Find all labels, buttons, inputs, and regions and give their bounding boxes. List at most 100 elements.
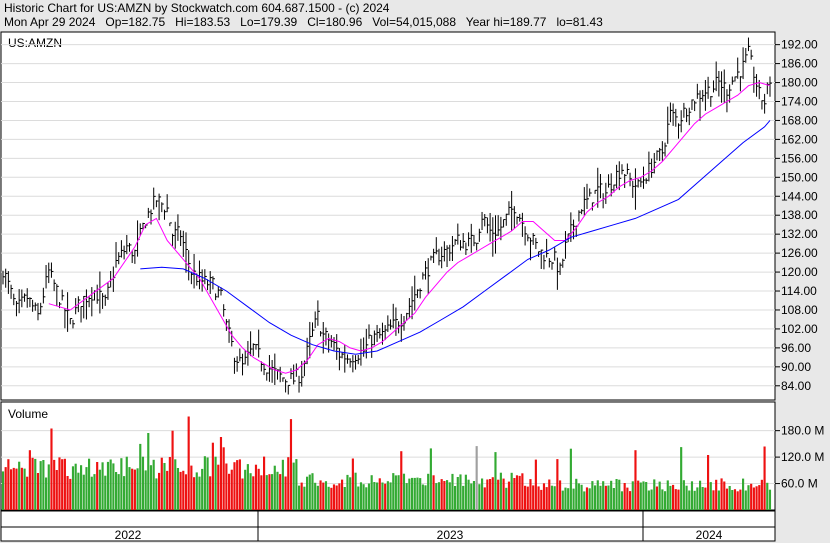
volume-bar	[219, 437, 223, 510]
volume-bar	[658, 481, 661, 510]
volume-bar	[585, 487, 589, 510]
volume-bar	[31, 457, 34, 510]
volume-bar	[725, 488, 729, 510]
volume-bar	[653, 479, 656, 510]
price-tick-label: 132.00	[781, 227, 818, 241]
volume-bar	[147, 433, 150, 510]
volume-bar	[464, 474, 467, 510]
volume-bar	[502, 478, 505, 510]
volume-bar	[446, 480, 449, 510]
volume-bar	[532, 485, 535, 510]
volume-bar	[548, 479, 551, 510]
volume-bar	[93, 474, 96, 510]
volume-bar	[268, 474, 271, 510]
volume-bar	[346, 474, 349, 510]
volume-bar	[470, 483, 473, 510]
volume-bar	[82, 474, 85, 510]
volume-bar	[515, 475, 519, 510]
volume-bar	[322, 482, 325, 510]
volume-bar	[731, 490, 734, 510]
volume-bar	[672, 484, 675, 510]
volume-bar	[766, 482, 769, 510]
volume-bar	[133, 469, 136, 510]
volume-bar	[66, 476, 69, 510]
volume-bar	[736, 491, 739, 510]
volume-bar	[58, 457, 61, 510]
volume-bar	[494, 452, 497, 510]
volume-bar	[20, 467, 23, 510]
volume-bar	[4, 467, 7, 510]
volume-bar	[198, 476, 201, 510]
volume-tick-label: 180.0 M	[781, 424, 824, 438]
volume-bar	[284, 476, 287, 510]
volume-bar	[397, 475, 400, 510]
volume-bar	[330, 487, 333, 510]
volume-bar	[15, 468, 18, 510]
volume-bar	[349, 477, 352, 510]
price-tick-label: 138.00	[781, 208, 818, 222]
volume-bar	[620, 491, 624, 510]
volume-bar	[190, 465, 193, 510]
volume-bar	[141, 456, 145, 510]
volume-tick-label: 120.0 M	[781, 450, 824, 464]
price-tick-label: 144.00	[781, 189, 818, 203]
volume-bar	[163, 463, 166, 510]
volume-bar	[685, 485, 688, 510]
volume-bar	[179, 471, 182, 510]
volume-bar	[149, 465, 153, 510]
volume-bar	[510, 472, 513, 510]
volume-bar	[521, 473, 524, 510]
volume-bar	[233, 462, 236, 510]
volume-bar	[394, 475, 397, 510]
volume-bar	[53, 459, 56, 510]
volume-bar	[405, 483, 408, 510]
volume-bar	[529, 479, 532, 510]
volume-label: Volume	[8, 407, 48, 421]
volume-bar	[160, 457, 163, 510]
volume-bar	[712, 490, 715, 510]
price-tick-label: 120.00	[781, 265, 818, 279]
volume-bar	[384, 483, 387, 510]
volume-bar	[634, 450, 637, 510]
volume-bar	[752, 487, 755, 510]
volume-bar	[739, 489, 742, 510]
price-tick-label: 180.00	[781, 76, 818, 90]
volume-bar	[332, 484, 336, 510]
volume-bar	[217, 464, 220, 510]
volume-bar	[206, 457, 209, 510]
volume-bar	[152, 459, 155, 510]
volume-bar	[733, 489, 737, 510]
volume-bar	[265, 475, 268, 510]
volume-bar	[50, 428, 53, 510]
volume-bar	[666, 480, 669, 510]
volume-bar	[448, 482, 451, 510]
volume-bar	[583, 491, 586, 510]
volume-bar	[378, 478, 381, 510]
volume-bar	[612, 488, 615, 510]
volume-bar	[647, 490, 650, 510]
volume-bar	[106, 461, 110, 510]
volume-bar	[370, 475, 373, 510]
volume-bar	[101, 462, 104, 510]
volume-bar	[575, 478, 578, 510]
volume-bar	[63, 458, 66, 510]
x-label-2024: 2024	[696, 528, 723, 542]
volume-bar	[545, 487, 548, 510]
volume-bar	[580, 484, 583, 510]
volume-bar	[319, 480, 322, 510]
price-tick-label: 162.00	[781, 132, 818, 146]
volume-bar	[591, 481, 594, 510]
volume-bar	[287, 457, 290, 510]
chart-title: Historic Chart for US:AMZN by Stockwatch…	[4, 1, 390, 15]
volume-bar	[534, 459, 537, 510]
volume-bar	[747, 485, 750, 510]
volume-bar	[254, 464, 258, 510]
volume-bar	[763, 446, 766, 510]
volume-bar	[642, 481, 645, 510]
volume-bar	[513, 478, 516, 510]
volume-bar	[664, 491, 667, 510]
volume-bar	[303, 486, 306, 510]
volume-tick-label: 60.0 M	[781, 477, 818, 491]
volume-bar	[564, 487, 567, 510]
volume-bar	[556, 459, 559, 510]
